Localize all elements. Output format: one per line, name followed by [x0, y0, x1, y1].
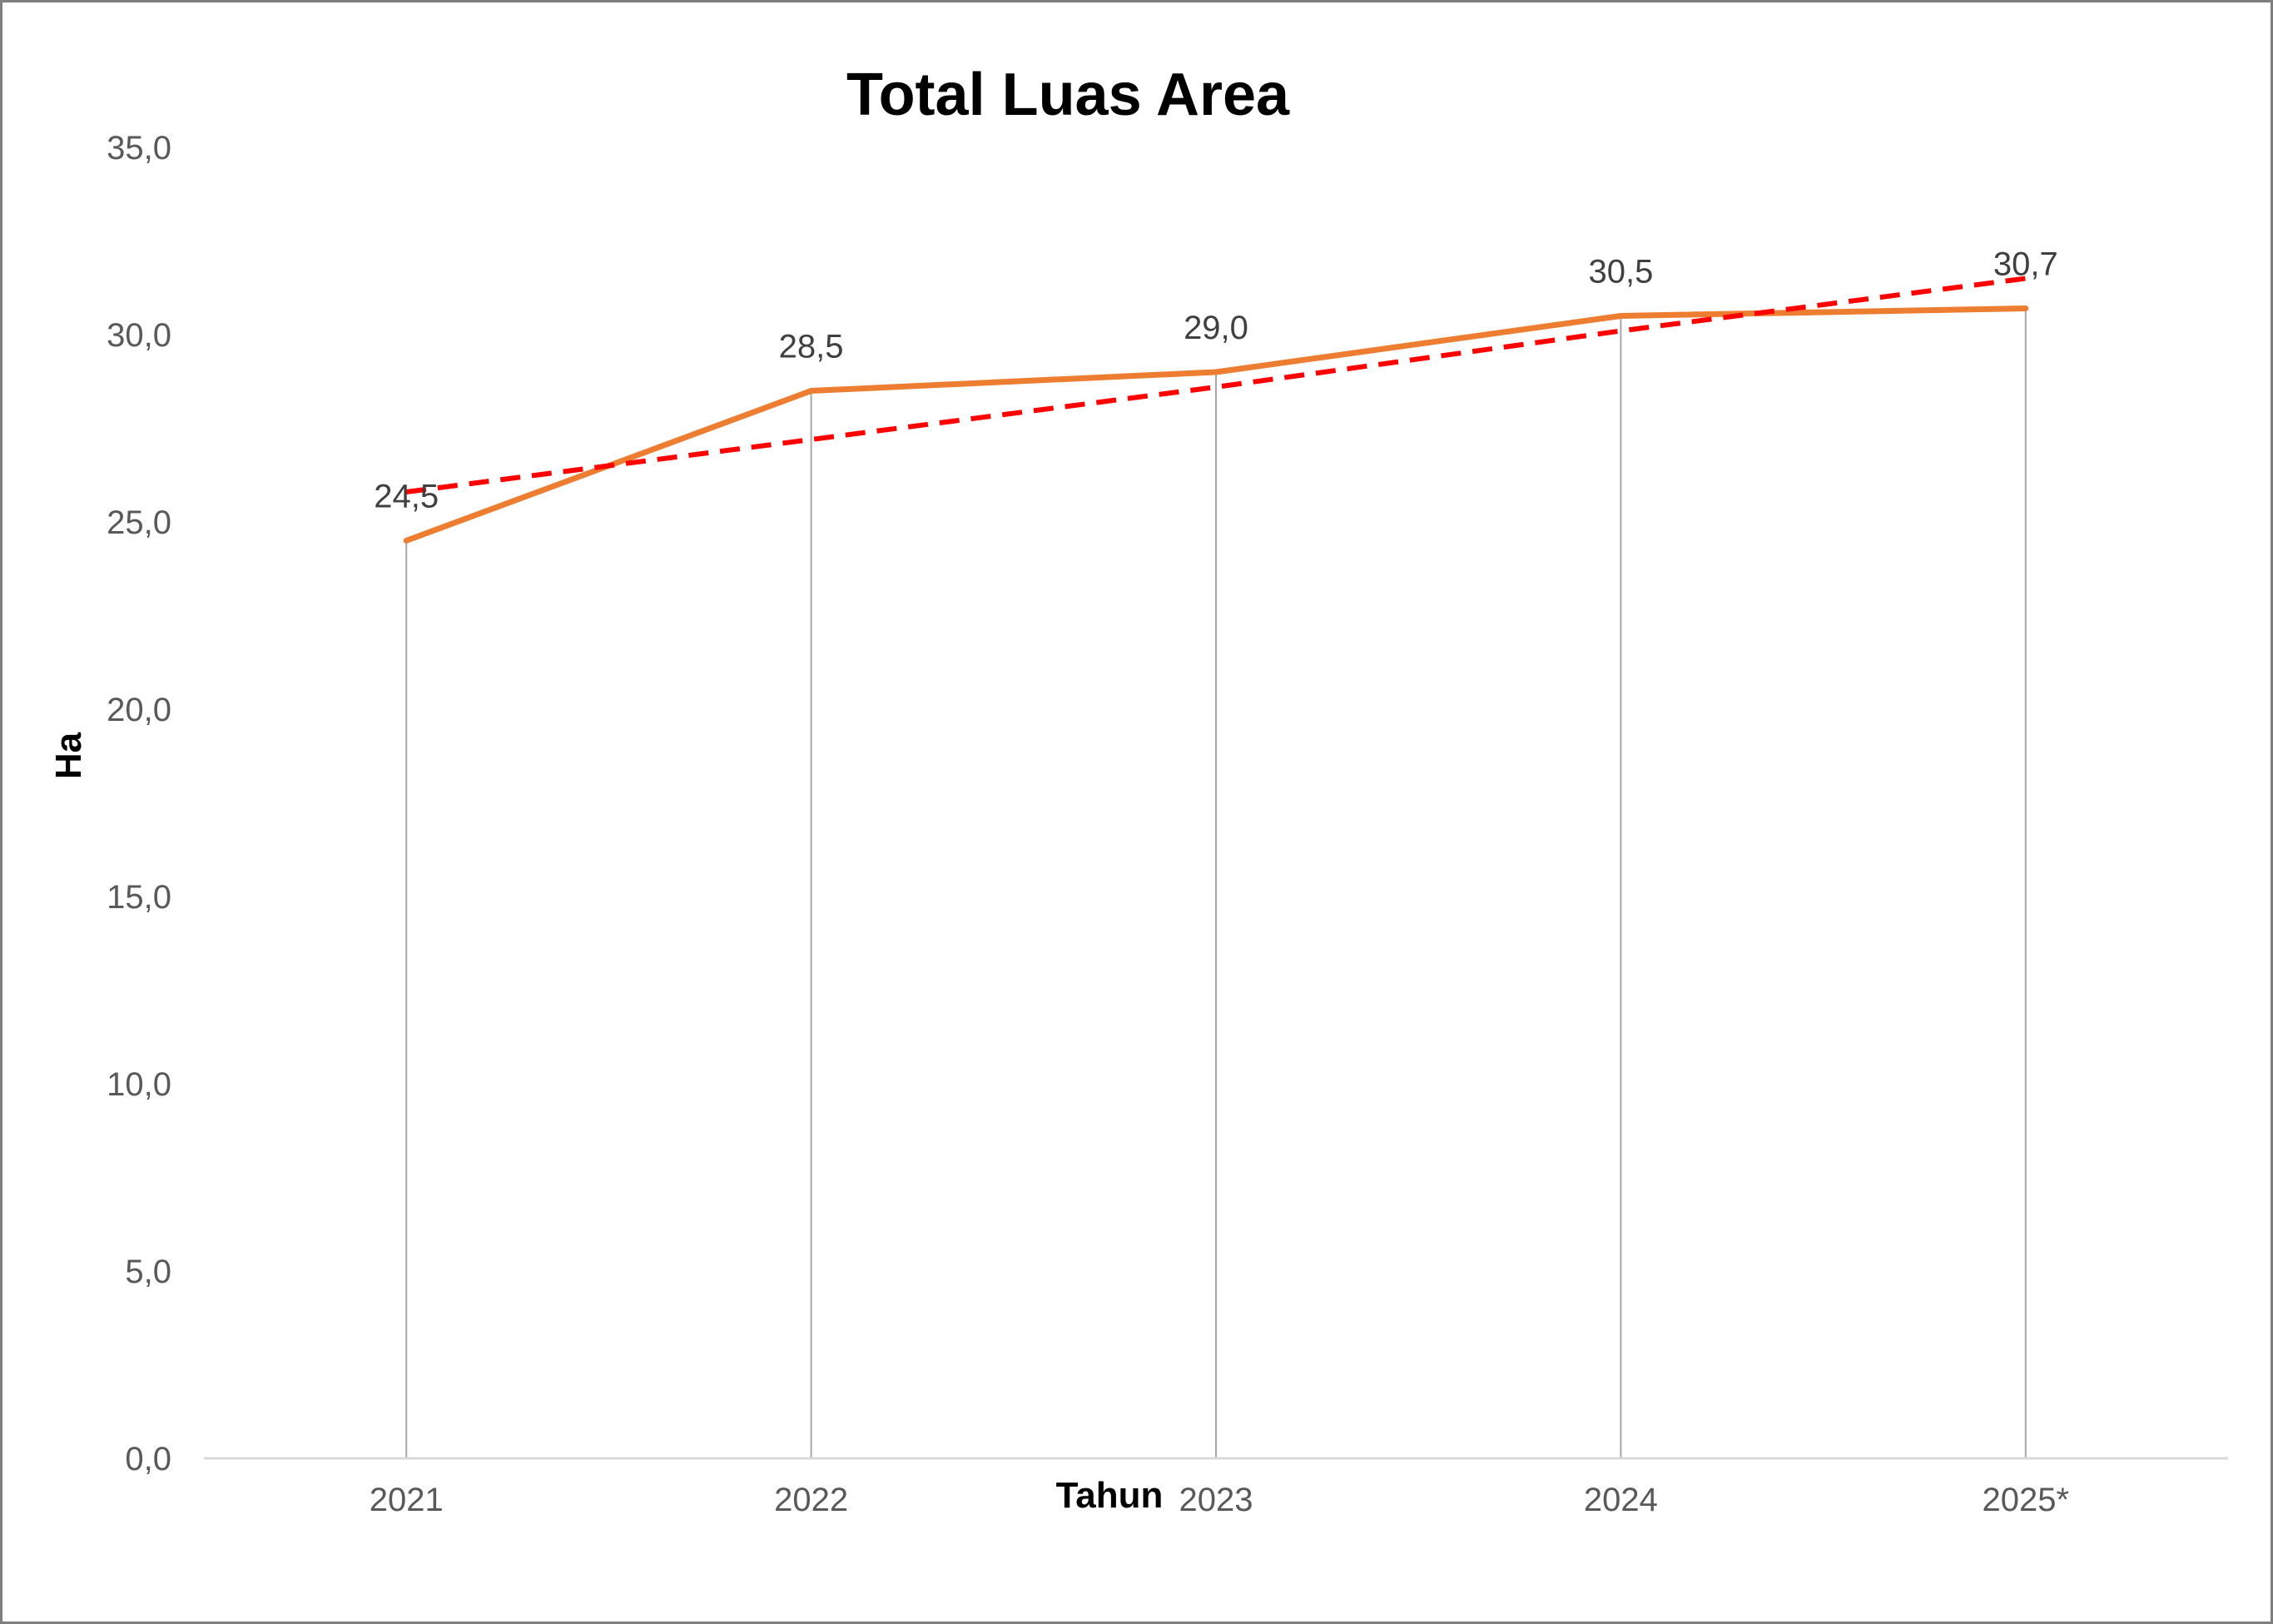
data-point: [404, 538, 409, 544]
trendline: [405, 276, 2027, 494]
plot-area: 0,0 5,0 10,0 15,0 20,0 25,0 30,0 35,0 2021 2022 20…: [107, 130, 2228, 1518]
chart-title: Total Luas Area: [846, 62, 1290, 128]
x-axis-title: Tahun: [1056, 1475, 1164, 1516]
data-point: [1618, 313, 1624, 319]
data-point: [808, 388, 814, 394]
y-tick-label: 25,0: [107, 504, 171, 541]
x-tick-label: 2023: [1179, 1482, 1253, 1518]
data-label: 30,7: [1993, 246, 2058, 283]
y-tick-label: 5,0: [125, 1254, 171, 1290]
data-label: 24,5: [374, 479, 439, 515]
data-label: 30,5: [1588, 254, 1653, 291]
data-point: [1213, 370, 1218, 375]
y-tick-label: 15,0: [107, 879, 171, 916]
data-point: [2022, 305, 2028, 311]
data-label: 29,0: [1184, 310, 1248, 346]
data-label: 28,5: [779, 329, 844, 365]
y-tick-label: 0,0: [125, 1441, 171, 1477]
y-tick-label: 35,0: [107, 130, 171, 166]
x-tick-label: 2025*: [1983, 1482, 2070, 1518]
y-tick-label: 10,0: [107, 1066, 171, 1103]
y-tick-label: 20,0: [107, 692, 171, 728]
y-tick-label: 30,0: [107, 317, 171, 354]
y-axis-title: Ha: [48, 732, 89, 779]
x-tick-label: 2022: [774, 1482, 848, 1518]
x-tick-label: 2021: [370, 1482, 444, 1518]
x-tick-label: 2024: [1584, 1482, 1658, 1518]
